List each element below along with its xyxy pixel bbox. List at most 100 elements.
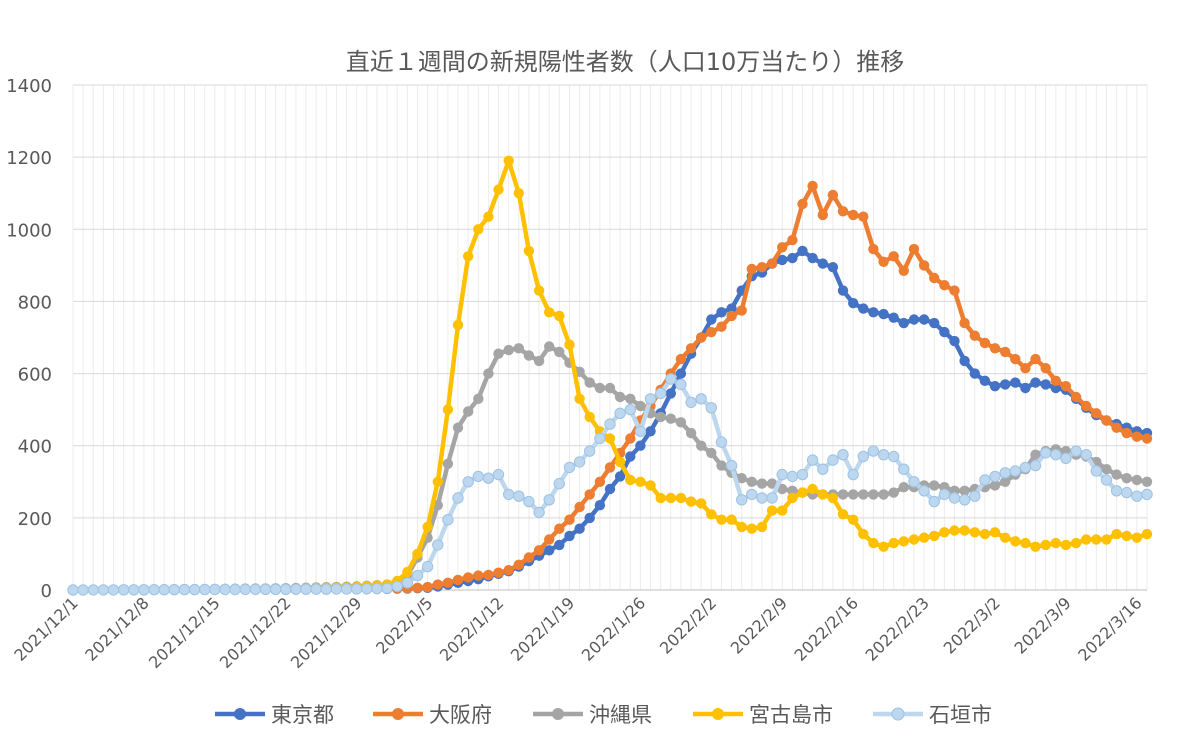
data-point xyxy=(625,451,636,462)
data-point xyxy=(797,198,808,210)
data-point xyxy=(918,314,930,325)
data-point xyxy=(837,449,849,461)
data-point xyxy=(817,258,828,269)
data-point xyxy=(473,224,484,235)
data-point xyxy=(685,496,697,507)
data-point xyxy=(1060,452,1072,464)
data-point xyxy=(898,463,910,475)
data-point xyxy=(696,440,707,451)
data-point xyxy=(958,494,971,506)
data-point xyxy=(807,180,818,192)
data-point xyxy=(706,509,717,520)
chart-title: 直近１週間の新規陽性者数（人口10万当たり）推移 xyxy=(346,48,905,76)
data-point xyxy=(564,339,575,350)
data-point xyxy=(463,251,474,262)
data-point xyxy=(655,387,667,400)
data-point xyxy=(422,521,433,533)
x-axis-ticks: 2021/12/1 2021/12/82021/12/152021/12/2220… xyxy=(10,593,1145,672)
x-tick-label: 2022/3/9 xyxy=(1011,593,1075,657)
y-tick-label: 200 xyxy=(18,509,52,530)
data-point xyxy=(868,537,879,549)
data-point xyxy=(1131,490,1143,502)
data-point xyxy=(929,530,940,542)
data-point xyxy=(787,252,798,264)
data-point xyxy=(756,521,768,533)
data-point xyxy=(756,262,768,273)
data-point xyxy=(1141,528,1153,540)
legend-marker xyxy=(552,708,564,720)
data-point xyxy=(949,335,960,347)
data-point xyxy=(888,450,900,463)
data-point xyxy=(1121,486,1133,499)
data-point xyxy=(361,583,373,595)
data-point xyxy=(726,303,737,314)
data-point xyxy=(898,536,909,547)
data-point xyxy=(1030,353,1041,365)
data-point xyxy=(544,534,555,545)
data-point xyxy=(614,407,626,419)
data-point xyxy=(716,514,727,525)
data-point xyxy=(888,312,899,323)
data-point xyxy=(766,492,778,504)
data-point xyxy=(493,567,504,578)
data-point xyxy=(715,436,728,448)
data-point xyxy=(67,584,79,596)
data-point xyxy=(1010,353,1021,365)
data-point xyxy=(209,583,221,596)
data-point xyxy=(1131,532,1143,543)
data-point xyxy=(1030,449,1041,460)
data-point xyxy=(898,265,909,276)
data-point xyxy=(796,468,809,481)
data-point xyxy=(1060,381,1072,392)
data-point xyxy=(877,449,890,461)
data-point xyxy=(878,541,889,552)
data-point xyxy=(918,260,930,271)
data-point xyxy=(594,382,606,394)
data-point xyxy=(604,483,616,495)
x-tick-label: 2022/1/12 xyxy=(436,593,507,664)
data-point xyxy=(1030,377,1041,388)
data-point xyxy=(898,482,909,493)
x-tick-label: 2022/2/2 xyxy=(656,593,720,657)
data-point xyxy=(989,480,1001,491)
data-point xyxy=(391,580,403,593)
data-point xyxy=(797,245,808,257)
data-point xyxy=(858,303,869,314)
data-point xyxy=(492,468,505,481)
data-point xyxy=(878,256,889,267)
x-tick-label: 2021/12/22 xyxy=(216,593,295,672)
data-point xyxy=(320,583,332,595)
data-point xyxy=(989,470,1001,483)
data-point xyxy=(1080,449,1092,461)
data-point xyxy=(959,355,970,367)
data-point xyxy=(493,184,504,195)
data-point xyxy=(97,584,110,596)
data-point xyxy=(787,492,798,504)
legend-marker xyxy=(392,708,404,720)
data-point xyxy=(625,393,636,404)
data-point xyxy=(858,489,869,500)
data-point xyxy=(1131,474,1143,486)
data-point xyxy=(868,489,879,500)
data-point xyxy=(544,341,555,352)
data-point xyxy=(837,489,849,500)
data-point xyxy=(513,188,524,199)
data-point xyxy=(624,403,636,416)
data-point xyxy=(584,445,596,457)
y-tick-label: 1000 xyxy=(6,220,52,241)
data-point xyxy=(787,485,798,496)
data-point xyxy=(1040,379,1051,390)
data-point xyxy=(797,487,808,498)
data-point xyxy=(1111,422,1122,433)
data-point xyxy=(979,474,991,486)
data-point xyxy=(269,583,282,595)
data-point xyxy=(290,583,302,595)
data-point xyxy=(929,317,940,329)
data-point xyxy=(939,527,950,538)
data-point xyxy=(1081,534,1092,545)
data-point xyxy=(766,258,778,269)
data-point xyxy=(1090,465,1103,477)
x-tick-label: 2022/3/2 xyxy=(940,593,1004,657)
data-point xyxy=(1141,476,1153,487)
data-point xyxy=(452,319,464,331)
